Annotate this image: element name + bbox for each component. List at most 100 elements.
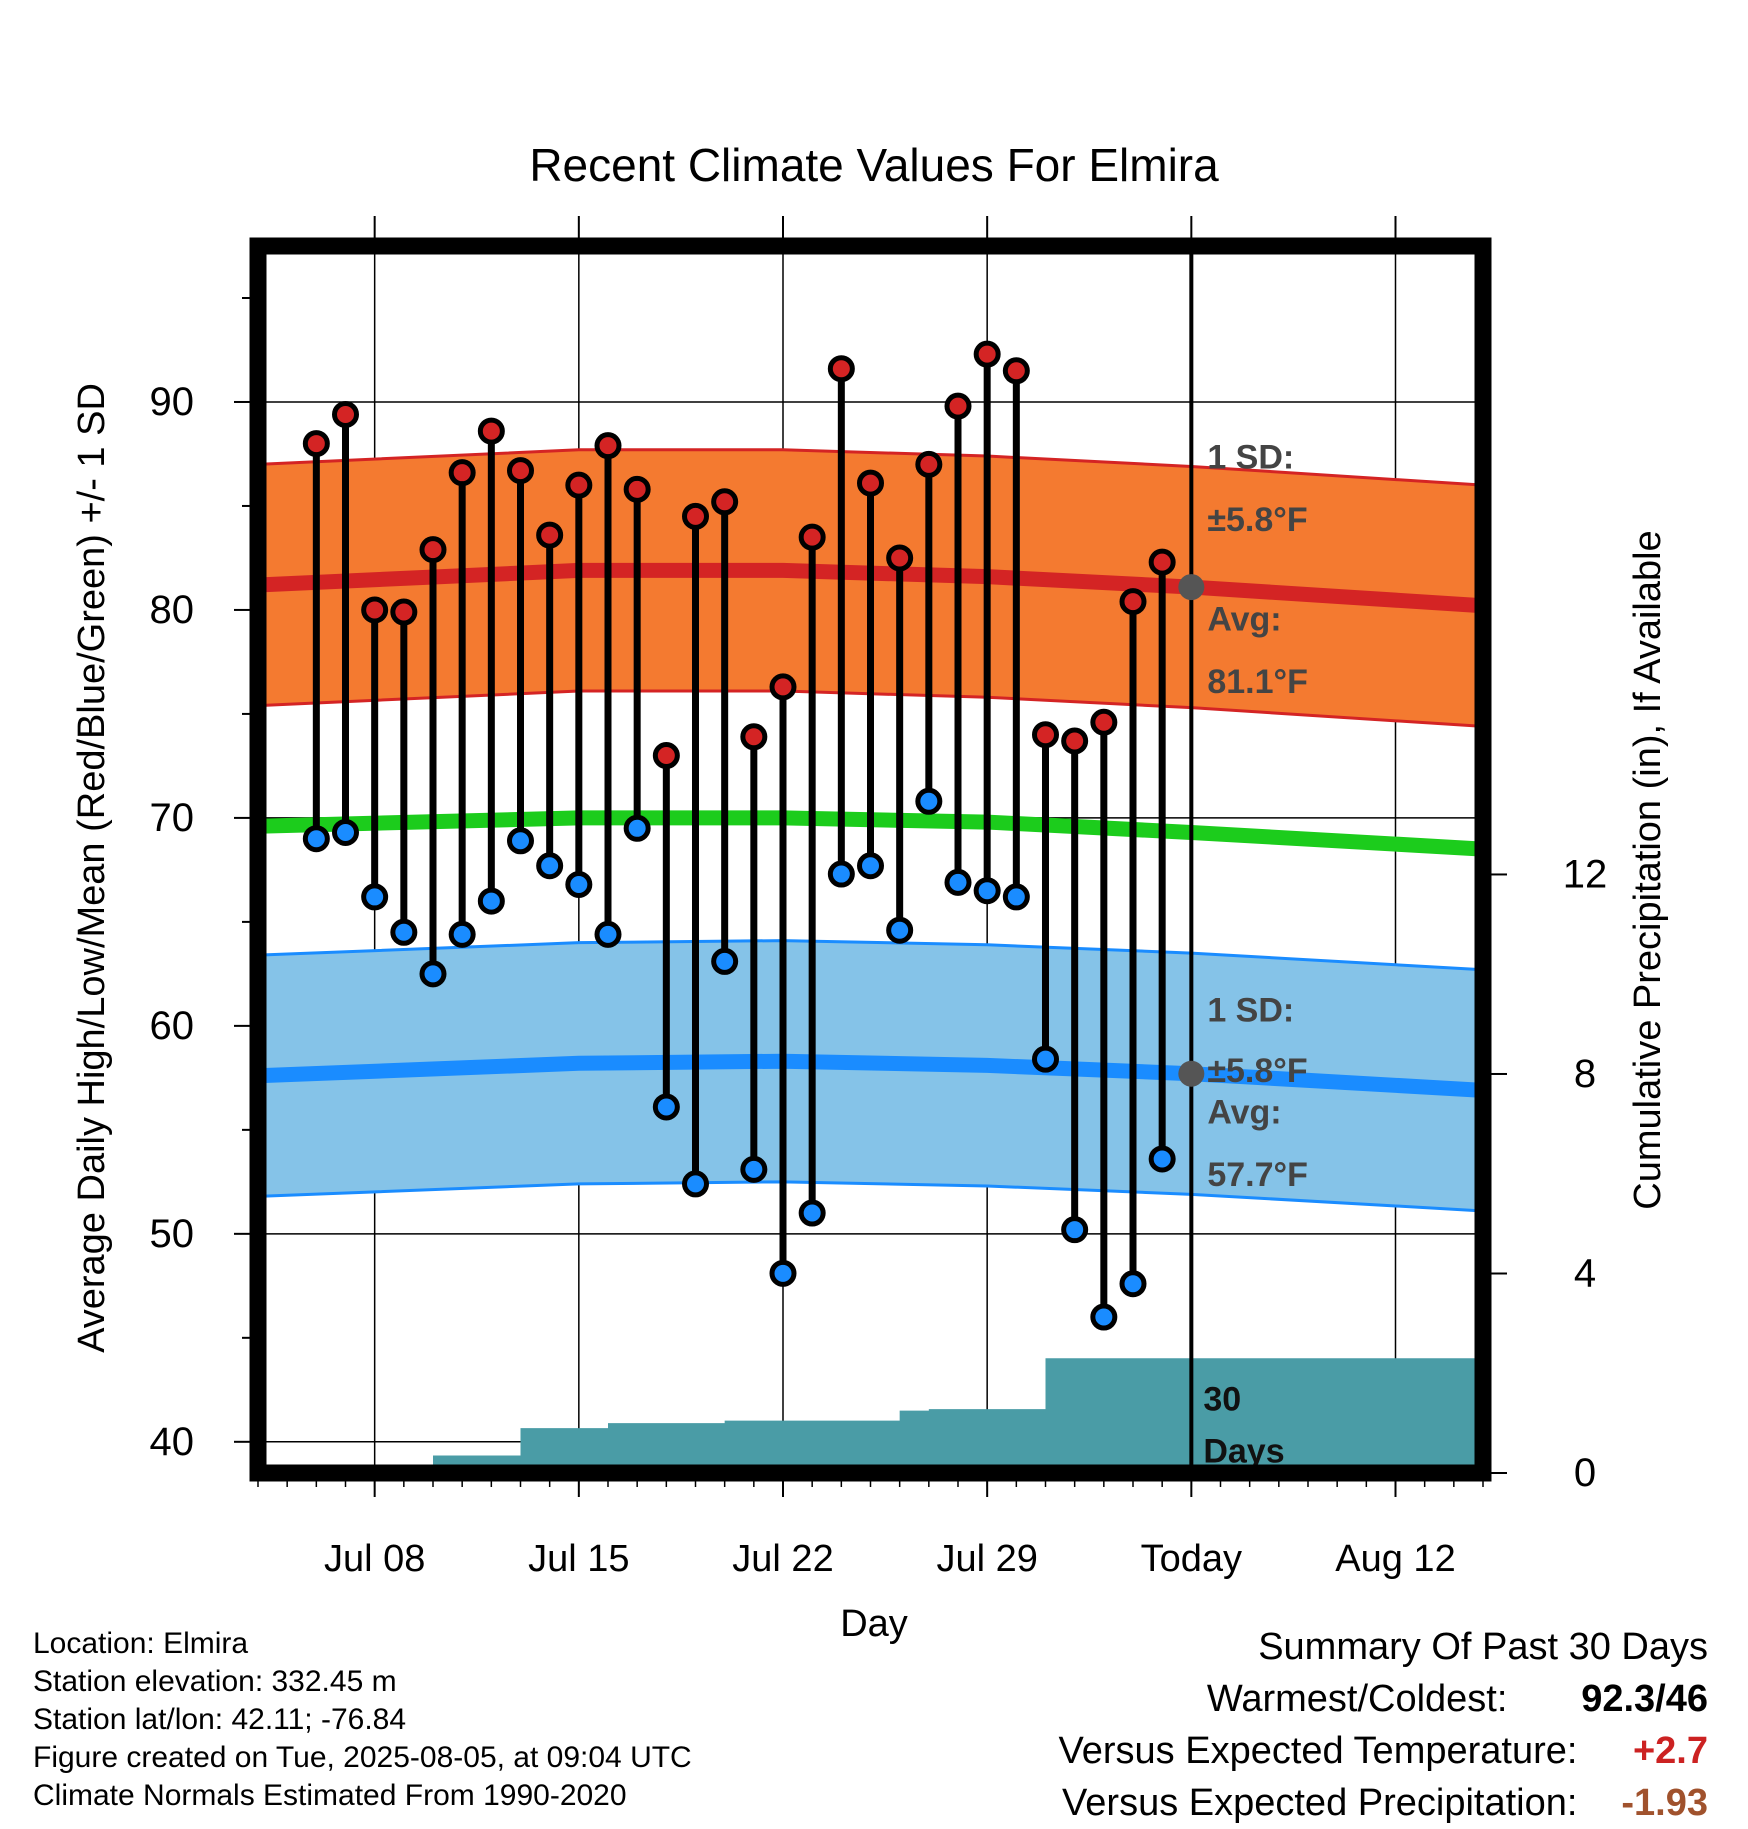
obs-low-point <box>711 947 739 975</box>
obs-low-point <box>1032 1045 1059 1073</box>
x-tick-label: Jul 15 <box>528 1538 629 1580</box>
obs-low-point <box>886 916 914 944</box>
obs-high-point <box>419 536 447 564</box>
today-low-marker <box>1178 1060 1205 1087</box>
obs-high-point <box>1002 357 1030 385</box>
obs-low-point <box>419 960 447 988</box>
obs-high-point <box>944 392 972 420</box>
obs-low-point <box>827 860 855 888</box>
annotation-precip-window-label: Days <box>1203 1433 1284 1471</box>
plot-area: 1 SD: ±5.8°F Avg: 81.1°F 1 SD: ±5.8°F Avg: 57.7… <box>150 216 1608 1580</box>
y2-tick-label: 4 <box>1574 1251 1596 1295</box>
annotation-low-sd-label: 1 SD: <box>1207 992 1294 1030</box>
y2-tick-label: 8 <box>1574 1052 1596 1096</box>
y-axis-label: Average Daily High/Low/Mean (Red/Blue/Gr… <box>71 383 113 1353</box>
annotation-high-avg-label: Avg: <box>1207 601 1281 639</box>
x-tick-label: Jul 29 <box>936 1538 1037 1580</box>
obs-low-point <box>302 825 330 853</box>
obs-low-point <box>594 920 622 948</box>
y-tick-label: 50 <box>150 1212 195 1256</box>
obs-low-point <box>798 1199 826 1227</box>
warmest-value: 92.3 <box>1581 1678 1656 1720</box>
precip-label: Versus Expected Precipitation: <box>1062 1782 1578 1824</box>
obs-high-point <box>332 400 359 428</box>
obs-high-point <box>1119 588 1147 616</box>
obs-low-point <box>769 1259 797 1287</box>
y2-tick-label: 0 <box>1574 1451 1596 1495</box>
obs-high-point <box>565 471 593 499</box>
plot-frame <box>249 237 1492 1482</box>
temp-label: Versus Expected Temperature: <box>1058 1730 1578 1772</box>
mean-line-high <box>258 562 1483 614</box>
summary-title: Summary Of Past 30 Days <box>1258 1626 1708 1668</box>
precip-value: -1.93 <box>1621 1782 1708 1824</box>
obs-low-point <box>1061 1216 1089 1244</box>
annotation-high-sd-label: 1 SD: <box>1207 439 1294 477</box>
x-axis-label: Day <box>840 1603 908 1645</box>
x-tick-label: Jul 08 <box>324 1538 425 1580</box>
x-tick-label: Aug 12 <box>1335 1538 1455 1580</box>
summary-temp: Versus Expected Temperature: +2.7 <box>1059 1725 1708 1777</box>
x-tick-label: Today <box>1141 1538 1242 1580</box>
obs-low-point <box>477 887 505 915</box>
obs-high-point <box>973 340 1001 368</box>
annotation-high-sd-value: ±5.8°F <box>1207 501 1307 539</box>
sd-upper-low <box>258 939 1483 972</box>
obs-high-point <box>769 673 797 701</box>
obs-low-point <box>652 1093 680 1121</box>
info-latlon: Station lat/lon: 42.11; -76.84 <box>33 1703 407 1736</box>
obs-high-point <box>507 457 534 485</box>
obs-low-point <box>915 787 943 815</box>
obs-low-point <box>944 868 972 896</box>
obs-high-point <box>827 355 855 383</box>
mean-line-mean <box>258 810 1483 857</box>
temp-value: +2.7 <box>1632 1730 1708 1772</box>
obs-low-point <box>361 883 389 911</box>
obs-high-point <box>740 723 768 751</box>
sd-lower-low <box>258 1180 1483 1213</box>
obs-low-point <box>1002 883 1030 911</box>
obs-low-point <box>390 918 418 946</box>
obs-low-point <box>507 827 534 855</box>
mean-line-low <box>258 1053 1483 1098</box>
obs-high-point <box>857 469 884 497</box>
y-tick-label: 40 <box>150 1420 195 1464</box>
obs-high-point <box>886 544 914 572</box>
y2-tick-label: 12 <box>1563 852 1608 896</box>
info-location: Location: Elmira <box>33 1627 249 1660</box>
obs-low-point <box>536 852 564 880</box>
obs-low-point <box>623 814 651 842</box>
annotation-high-avg-value: 81.1°F <box>1207 663 1308 701</box>
obs-high-point <box>652 742 680 770</box>
annotation-low-avg-label: Avg: <box>1207 1094 1281 1132</box>
info-normals: Climate Normals Estimated From 1990-2020 <box>33 1779 627 1812</box>
obs-high-point <box>1148 548 1176 576</box>
obs-high-point <box>682 502 709 530</box>
obs-low-point <box>740 1155 768 1183</box>
annotation-low-avg-value: 57.7°F <box>1207 1156 1308 1194</box>
obs-low-point <box>857 852 884 880</box>
obs-high-point <box>361 596 389 624</box>
warm-cold-value: 92.3/46 <box>1518 1673 1708 1725</box>
annotation-low-sd-value: ±5.8°F <box>1207 1052 1307 1090</box>
obs-low-point <box>448 920 476 948</box>
sd-lower-high <box>258 689 1483 728</box>
summary-warm-cold: Warmest/Coldest: 92.3/46 <box>1059 1673 1708 1725</box>
x-tick-label: Jul 22 <box>732 1538 833 1580</box>
obs-high-point <box>302 430 330 458</box>
obs-high-point <box>536 521 564 549</box>
obs-high-point <box>448 459 476 487</box>
obs-high-point <box>1032 721 1059 749</box>
obs-high-point <box>711 488 739 516</box>
precip-area <box>403 1358 1483 1473</box>
info-created: Figure created on Tue, 2025-08-05, at 09… <box>33 1741 692 1774</box>
y-tick-label: 90 <box>150 380 195 424</box>
y-tick-label: 60 <box>150 1004 195 1048</box>
obs-low-point <box>1090 1303 1118 1331</box>
obs-low-point <box>332 818 359 846</box>
sd-band-low <box>258 940 1483 1211</box>
summary-precip: Versus Expected Precipitation: -1.93 <box>1059 1777 1708 1829</box>
y-tick-label: 70 <box>150 796 195 840</box>
info-elevation: Station elevation: 332.45 m <box>33 1665 397 1698</box>
